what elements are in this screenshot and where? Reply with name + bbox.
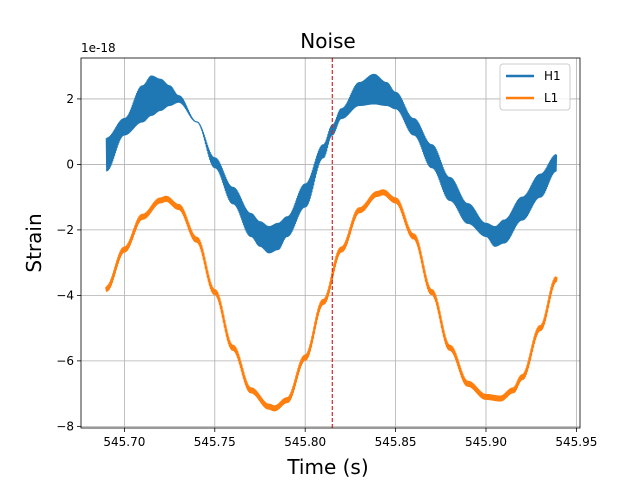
x-tick-label: 545.80 — [284, 435, 326, 449]
plot-frame — [80, 57, 581, 429]
y-tick-label: 0 — [66, 157, 74, 171]
series-line-l1 — [105, 189, 558, 412]
x-tick-label: 545.85 — [375, 435, 417, 449]
x-tick-label: 545.75 — [194, 435, 236, 449]
y-axis-title: Strain — [22, 213, 46, 272]
legend-label-l1: L1 — [544, 91, 558, 105]
y-tick-label: 2 — [66, 92, 74, 106]
y-offset-text: 1e-18 — [81, 41, 116, 55]
series-layer — [105, 73, 558, 412]
x-tick-label: 545.95 — [555, 435, 597, 449]
legend-label-h1: H1 — [544, 69, 561, 83]
legend: H1 L1 — [499, 63, 571, 111]
chart-title: Noise — [300, 29, 355, 53]
x-axis-title: Time (s) — [286, 455, 368, 479]
x-tick-label: 545.70 — [103, 435, 145, 449]
y-tick-label: −6 — [56, 354, 74, 368]
y-tick-label: −2 — [56, 223, 74, 237]
y-axis-ticks: −8 −6 −4 −2 0 2 — [56, 92, 81, 433]
y-tick-label: −8 — [56, 419, 74, 433]
x-tick-label: 545.90 — [465, 435, 507, 449]
y-tick-label: −4 — [56, 288, 74, 302]
x-axis-ticks: 545.70 545.75 545.80 545.85 545.90 545.95 — [103, 428, 597, 449]
series-line-h1 — [105, 73, 558, 254]
